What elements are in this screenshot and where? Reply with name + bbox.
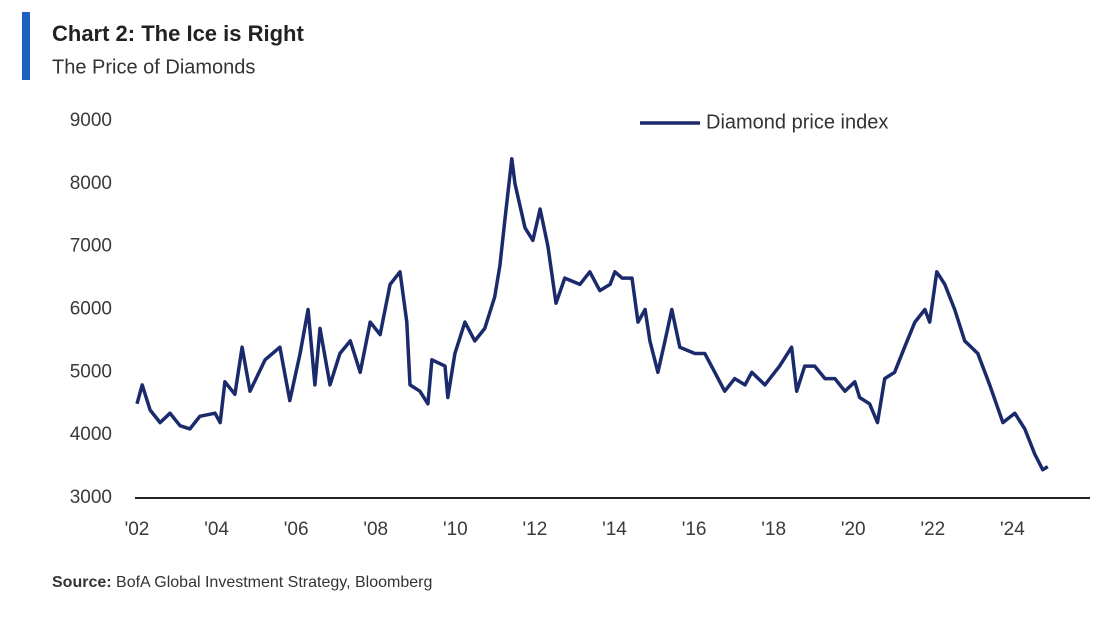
x-tick-label: '18: [761, 519, 786, 540]
legend-label: Diamond price index: [706, 111, 888, 133]
y-tick-label: 8000: [70, 173, 112, 194]
x-tick-label: '04: [204, 519, 229, 540]
x-tick-label: '20: [841, 519, 866, 540]
x-tick-label: '06: [284, 519, 309, 540]
x-tick-label: '02: [125, 519, 150, 540]
data-line: [135, 156, 1049, 472]
chart-title: Chart 2: The Ice is Right: [52, 21, 304, 46]
source-note: Source: BofA Global Investment Strategy,…: [52, 574, 432, 591]
title-accent: [22, 12, 30, 80]
y-tick-label: 3000: [70, 487, 112, 508]
x-tick-label: '14: [602, 519, 627, 540]
x-tick-label: '08: [363, 519, 388, 540]
y-tick-label: 7000: [70, 236, 112, 257]
y-tick-label: 5000: [70, 361, 112, 382]
x-tick-label: '12: [523, 519, 548, 540]
x-tick-label: '24: [1000, 519, 1025, 540]
y-tick-label: 9000: [70, 110, 112, 131]
x-tick-label: '22: [920, 519, 945, 540]
chart-subtitle: The Price of Diamonds: [52, 56, 255, 78]
x-tick-label: '10: [443, 519, 468, 540]
y-tick-label: 6000: [70, 299, 112, 320]
source-label: Source:: [52, 574, 112, 591]
y-tick-label: 4000: [70, 424, 112, 445]
source-text: BofA Global Investment Strategy, Bloombe…: [116, 574, 432, 591]
x-tick-label: '16: [682, 519, 707, 540]
